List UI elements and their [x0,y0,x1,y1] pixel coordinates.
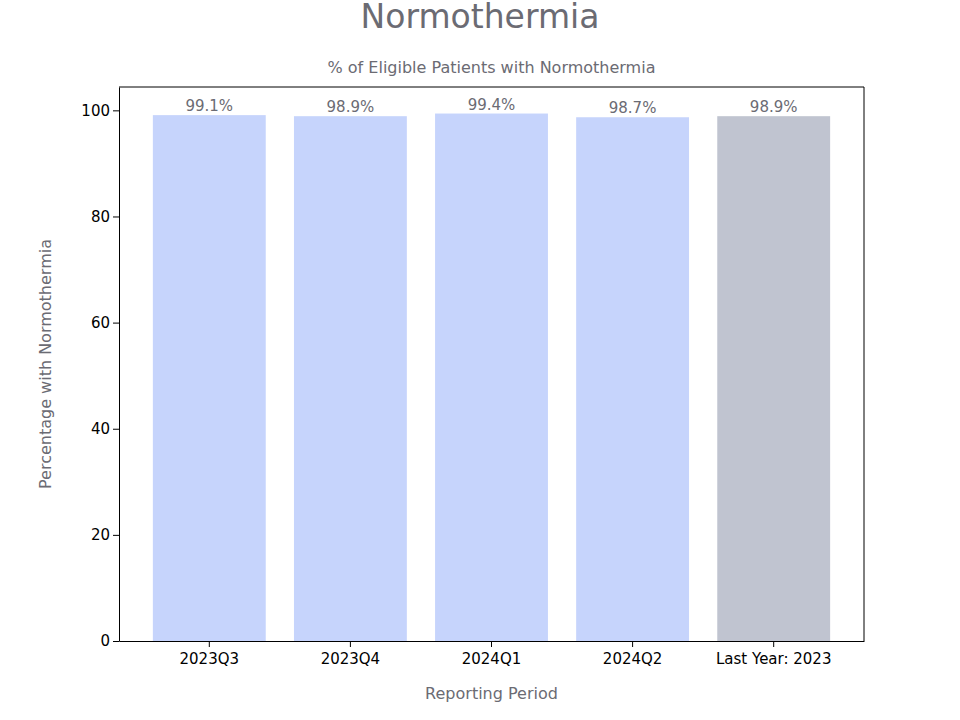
y-tick: 40 [91,420,119,438]
bar [294,116,407,641]
plot-area: 99.1% 98.9% 99.4% 98.7% 98.9% 0 20 40 60 80 100 202… [81,87,864,668]
x-tick: 2023Q3 [180,641,240,668]
x-tick-label: 2023Q4 [321,650,381,668]
y-tick-label: 80 [91,208,110,226]
y-axis-line [119,88,120,642]
y-tick: 80 [91,208,119,226]
y-tick-label: 0 [100,632,110,650]
y-tick: 100 [81,102,119,120]
y-tick: 0 [100,632,119,650]
y-axis-title: Percentage with Normothermia [36,239,55,489]
data-label: 99.1% [185,97,233,115]
y-tick-mark [113,429,119,430]
data-label: 98.7% [609,99,657,117]
subtitle: % of Eligible Patients with Normothermia [328,58,656,77]
y-tick-mark [113,535,119,536]
x-tick-label: 2024Q1 [462,650,522,668]
x-tick-mark [773,641,774,647]
x-tick-mark [209,641,210,647]
x-tick: 2023Q4 [321,641,381,668]
data-labels: 99.1% 98.9% 99.4% 98.7% 98.9% [185,96,797,118]
x-tick-label: Last Year: 2023 [716,650,832,668]
y-tick-label: 100 [81,102,110,120]
y-tick-mark [113,216,119,217]
chart: 99.1% 98.9% 99.4% 98.7% 98.9% 0 20 40 60 80 100 202… [0,0,960,720]
bar [717,116,830,641]
y-tick-label: 60 [91,314,110,332]
data-label: 99.4% [468,96,516,114]
x-tick-label: 2023Q3 [180,650,240,668]
x-tick: Last Year: 2023 [716,641,832,668]
x-tick-mark [491,641,492,647]
title: Normothermia [361,0,600,36]
bar [576,117,689,641]
x-tick-mark [632,641,633,647]
y-tick-mark [113,641,119,642]
x-tick-label: 2024Q2 [603,650,663,668]
x-axis-title: Reporting Period [425,684,558,703]
y-axis: 0 20 40 60 80 100 [81,88,119,651]
x-tick: 2024Q1 [462,641,522,668]
y-tick-mark [113,323,119,324]
x-tick: 2024Q2 [603,641,663,668]
x-axis: 2023Q3 2023Q4 2024Q1 2024Q2 Last Year: 2023 [120,641,865,668]
frame-top [119,87,864,88]
y-tick: 20 [91,526,119,544]
x-tick-mark [350,641,351,647]
bar [153,115,266,641]
frame-right [864,87,865,641]
y-tick-label: 20 [91,526,110,544]
data-label: 98.9% [327,98,375,116]
data-label: 98.9% [750,98,798,116]
y-tick: 60 [91,314,119,332]
y-tick-mark [113,110,119,111]
y-tick-label: 40 [91,420,110,438]
bars [153,114,830,641]
bar [435,114,548,641]
